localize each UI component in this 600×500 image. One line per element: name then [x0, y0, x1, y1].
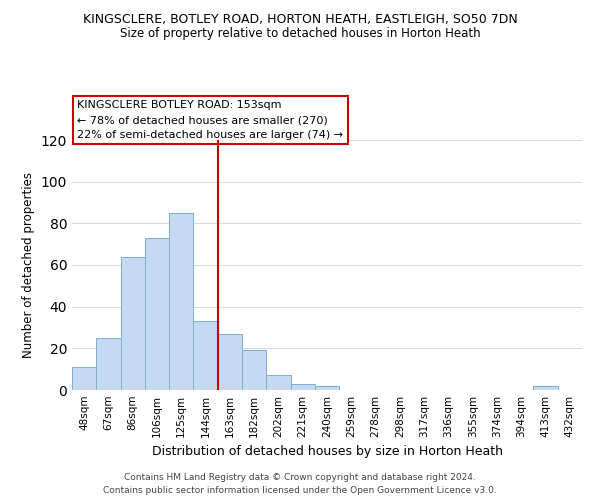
X-axis label: Distribution of detached houses by size in Horton Heath: Distribution of detached houses by size … [151, 446, 503, 458]
Text: Size of property relative to detached houses in Horton Heath: Size of property relative to detached ho… [119, 28, 481, 40]
Bar [315, 386, 339, 390]
Bar [533, 386, 558, 390]
Text: KINGSCLERE, BOTLEY ROAD, HORTON HEATH, EASTLEIGH, SO50 7DN: KINGSCLERE, BOTLEY ROAD, HORTON HEATH, E… [83, 12, 517, 26]
Bar [218, 334, 242, 390]
Bar [72, 367, 96, 390]
Bar [169, 213, 193, 390]
Bar [290, 384, 315, 390]
Bar [193, 322, 218, 390]
Bar [266, 376, 290, 390]
Y-axis label: Number of detached properties: Number of detached properties [22, 172, 35, 358]
Bar [96, 338, 121, 390]
Text: Contains HM Land Registry data © Crown copyright and database right 2024.
Contai: Contains HM Land Registry data © Crown c… [103, 474, 497, 495]
Bar [145, 238, 169, 390]
Bar [121, 256, 145, 390]
Text: KINGSCLERE BOTLEY ROAD: 153sqm
← 78% of detached houses are smaller (270)
22% of: KINGSCLERE BOTLEY ROAD: 153sqm ← 78% of … [77, 100, 343, 140]
Bar [242, 350, 266, 390]
